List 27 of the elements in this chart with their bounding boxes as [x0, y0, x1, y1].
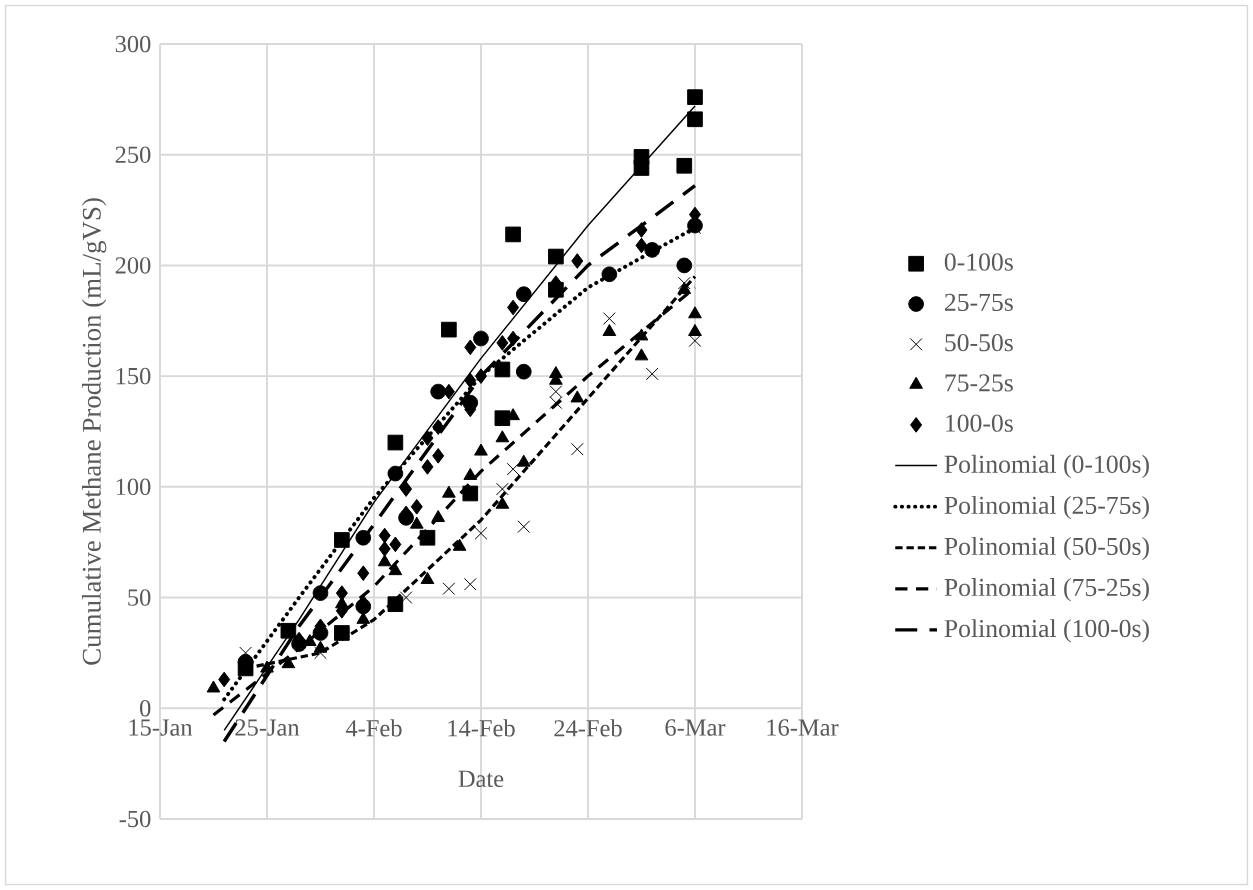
legend-label: Polinomial (0-100s) [944, 454, 1149, 479]
y-tick-label: 50 [128, 589, 151, 606]
legend-label: 0-100s [944, 253, 1013, 271]
x-tick-label: 4-Feb [345, 719, 402, 737]
x-tick-label: 16-Mar [767, 719, 839, 736]
x-tick-label: 14-Feb [448, 719, 515, 737]
x-tick-label: 25-Jan [235, 719, 300, 736]
y-tick-label: 300 [115, 35, 151, 53]
legend-label: 25-75s [944, 293, 1013, 311]
legend-label: Polinomial (100-0s) [944, 619, 1149, 643]
y-axis-title: Cumulative Methane Production (mL/gVS) [81, 198, 107, 665]
legend-label: 50-50s [945, 333, 1013, 352]
legend-label: Polinomial (50-50s) [944, 537, 1149, 561]
y-tick-label: 200 [115, 257, 151, 274]
y-tick-label: 0 [140, 700, 151, 717]
legend-label: 75-25s [945, 374, 1013, 392]
y-tick-label: 250 [115, 146, 151, 163]
x-axis-title: Date [458, 770, 504, 788]
y-tick-label: 150 [116, 367, 151, 385]
legend-label: Polinomial (25-75s) [944, 495, 1149, 520]
x-tick-label: 15-Jan [129, 719, 193, 736]
legend-label: Polinomial (75-25s) [944, 578, 1149, 602]
legend-label: 100-0s [946, 414, 1013, 432]
y-tick-label: -50 [119, 810, 151, 828]
y-tick-label: 100 [116, 478, 151, 496]
x-tick-label: 24-Feb [554, 719, 622, 737]
x-tick-label: 6-Mar [665, 719, 726, 736]
